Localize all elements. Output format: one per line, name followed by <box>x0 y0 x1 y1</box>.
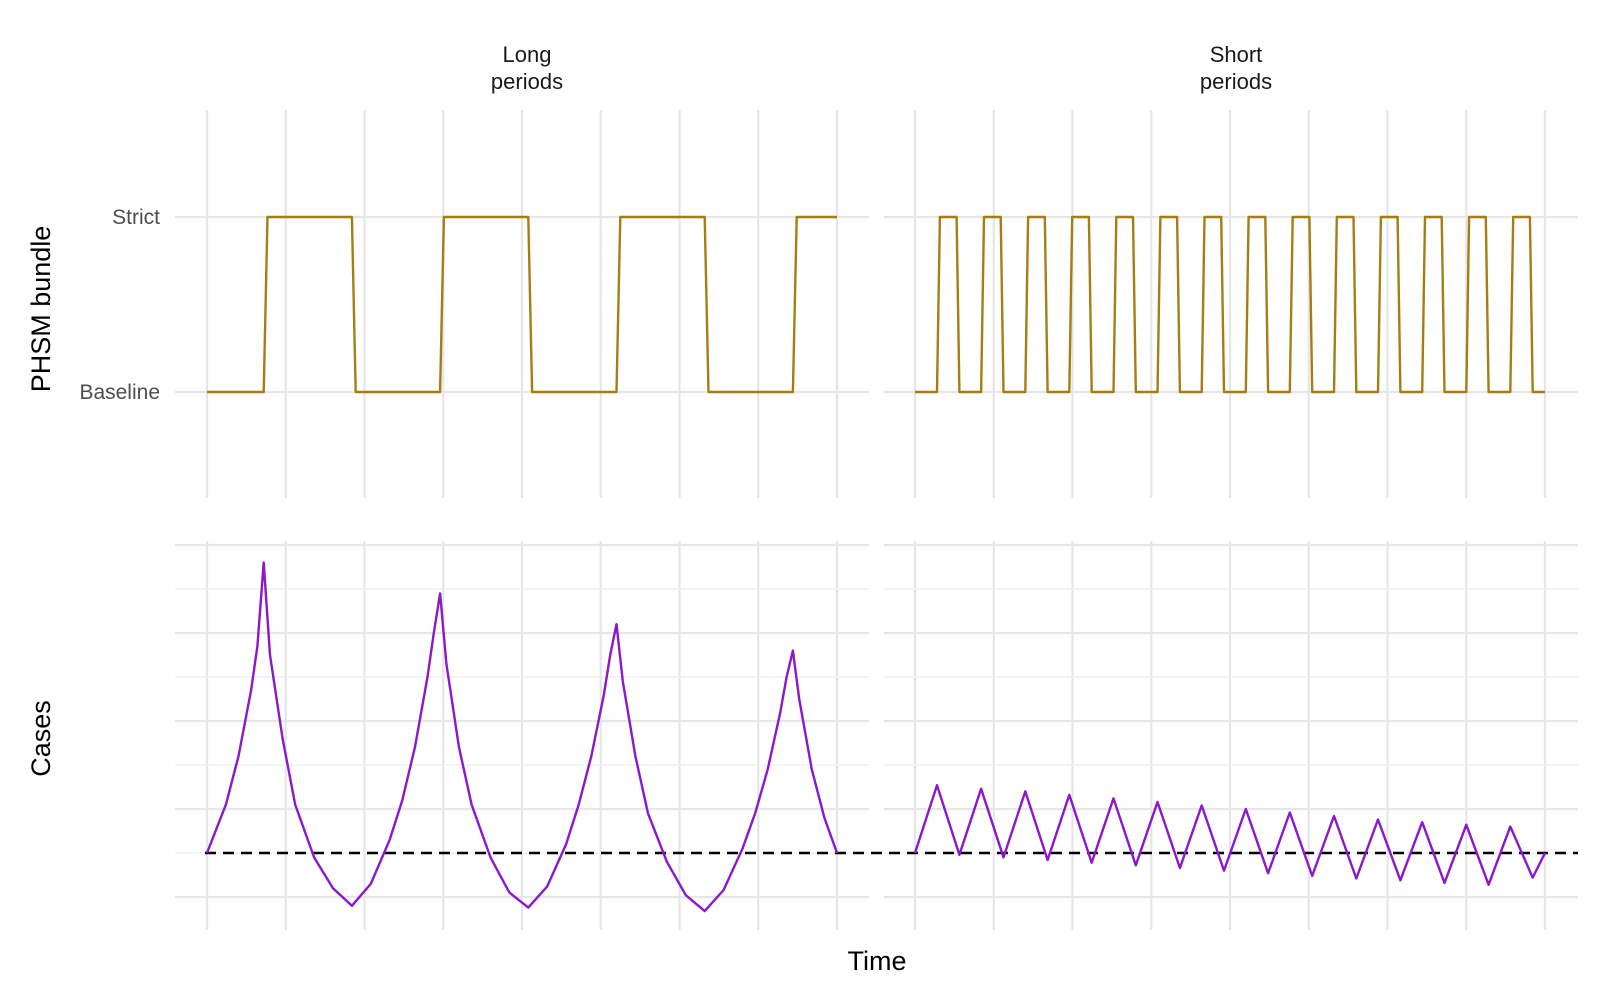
facet-title-line: Short <box>1210 42 1263 67</box>
y-tick-label-strict: Strict <box>112 206 160 229</box>
facet-title-long-periods: Long periods <box>491 42 563 94</box>
labels: Long periods Short periods Strict Baseline… <box>26 42 1272 976</box>
y-axis-title-cases: Cases <box>26 700 56 777</box>
series-lines <box>205 215 1547 913</box>
facet-title-short-periods: Short periods <box>1200 42 1272 94</box>
facet-title-line: Long <box>503 42 552 67</box>
facet-title-line: periods <box>1200 69 1272 94</box>
facet-title-line: periods <box>491 69 563 94</box>
y-axis-title-phsm-bundle: PHSM bundle <box>26 226 56 393</box>
cases-line-long-periods <box>205 561 839 913</box>
gridlines <box>175 110 1578 930</box>
y-tick-label-baseline: Baseline <box>79 381 160 404</box>
phsm-line-short-periods <box>915 215 1545 394</box>
x-axis-title: Time <box>848 946 907 976</box>
phsm-line-long-periods <box>207 215 837 394</box>
cases-line-short-periods <box>913 784 1547 886</box>
